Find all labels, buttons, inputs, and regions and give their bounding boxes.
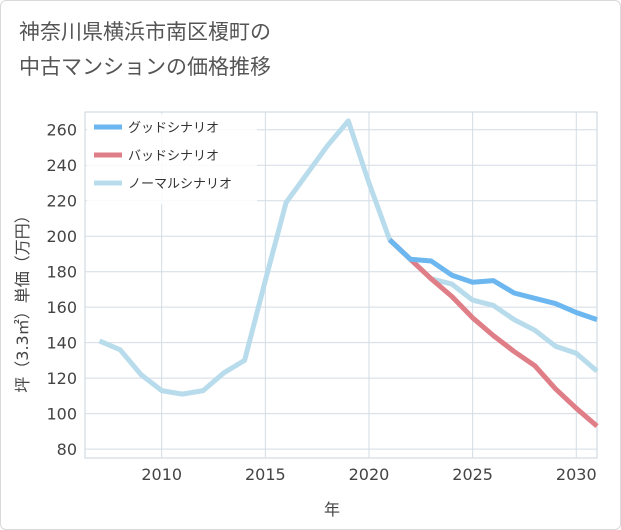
series-lines	[98, 118, 599, 428]
y-tick-label: 200	[46, 227, 77, 246]
x-tick-label: 2010	[141, 465, 182, 484]
tick-labels: 80 100 120 140 160 180 200 220 240 260 2010 2015 202…	[46, 121, 596, 484]
y-tick-label: 140	[46, 334, 77, 353]
y-tick-label: 180	[46, 263, 77, 282]
y-axis-label: 坪（3.3㎡）単価（万円）	[13, 207, 32, 392]
y-tick-label: 160	[46, 298, 77, 317]
y-tick-label: 80	[57, 440, 77, 459]
x-axis-label: 年	[324, 500, 340, 519]
y-tick-label: 220	[46, 192, 77, 211]
series-line-1	[387, 237, 598, 322]
legend-label-2: バッドシナリオ	[128, 149, 219, 164]
y-tick-label: 100	[46, 405, 77, 424]
x-tick-label: 2030	[556, 465, 597, 484]
y-tick-label: 240	[46, 156, 77, 175]
y-tick-label: 260	[46, 121, 77, 140]
x-tick-label: 2025	[452, 465, 493, 484]
series-line-3	[98, 118, 599, 397]
chart-title: 神奈川県横浜市南区榎町の 中古マンションの価格推移	[19, 15, 271, 85]
chart-title-line-2: 中古マンションの価格推移	[19, 55, 271, 79]
legend-label-1: グッドシナリオ	[128, 121, 219, 136]
x-tick-label: 2020	[349, 465, 390, 484]
x-tick-label: 2015	[245, 465, 286, 484]
plot-area	[84, 111, 598, 459]
series-line-2	[387, 237, 599, 428]
y-tick-label: 120	[46, 369, 77, 388]
legend-label-3: ノーマルシナリオ	[128, 177, 232, 192]
chart-title-line-1: 神奈川県横浜市南区榎町の	[19, 20, 271, 44]
